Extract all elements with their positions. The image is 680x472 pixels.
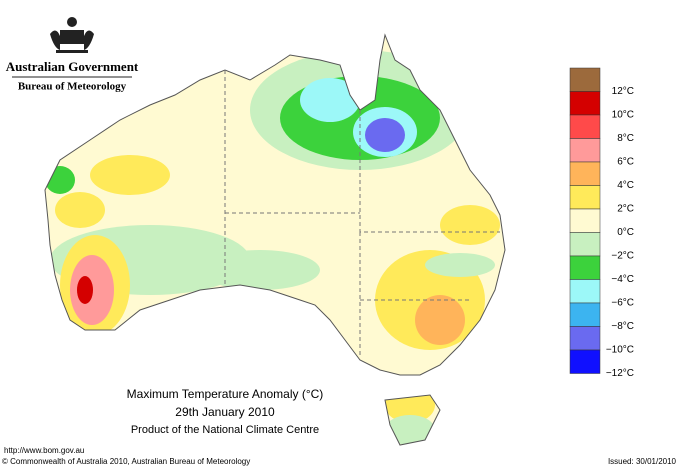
legend-swatch <box>569 208 601 233</box>
coastline <box>44 33 506 446</box>
footer-url: http://www.bom.gov.au <box>4 446 84 455</box>
legend-label: 0°C <box>617 227 634 238</box>
footer-copyright: © Commonwealth of Australia 2010, Austra… <box>2 457 250 466</box>
legend-swatch <box>569 302 601 327</box>
map-producer: Product of the National Climate Centre <box>131 424 319 436</box>
legend-swatch <box>569 349 601 374</box>
legend-swatch <box>569 138 601 163</box>
legend-swatch <box>569 114 601 139</box>
legend-label: −8°C <box>611 321 634 332</box>
legend-swatch <box>569 232 601 257</box>
legend-swatch <box>569 91 601 116</box>
state-borders <box>224 70 500 355</box>
legend-label: −6°C <box>611 298 634 309</box>
legend-swatch <box>569 161 601 186</box>
legend-swatch <box>569 279 601 304</box>
legend-label: −4°C <box>611 274 634 285</box>
legend-label: 12°C <box>612 86 634 97</box>
legend-swatch <box>569 185 601 210</box>
government: Australian Government <box>6 59 139 74</box>
footer-issued: Issued: 30/01/2010 <box>608 457 677 466</box>
legend: 12°C 10°C 8°C 6°C 4°C 2°C 0°C −2°C −4°C −6°C −8°C −… <box>569 67 634 379</box>
legend-swatch <box>569 326 601 351</box>
legend-swatch <box>569 255 601 280</box>
legend-label: 10°C <box>612 110 634 121</box>
crest <box>50 17 94 53</box>
legend-label: 4°C <box>617 180 634 191</box>
legend-label: −10°C <box>606 345 634 356</box>
bureau: Bureau of Meteorology <box>18 81 127 93</box>
legend-swatch <box>569 67 601 92</box>
legend-label: 2°C <box>617 204 634 215</box>
legend-label: 8°C <box>617 133 634 144</box>
map-title: Maximum Temperature Anomaly (°C) <box>127 387 324 401</box>
legend-label: −12°C <box>606 368 634 379</box>
legend-label: −2°C <box>611 251 634 262</box>
legend-label: 6°C <box>617 157 634 168</box>
map-date: 29th January 2010 <box>175 405 275 419</box>
